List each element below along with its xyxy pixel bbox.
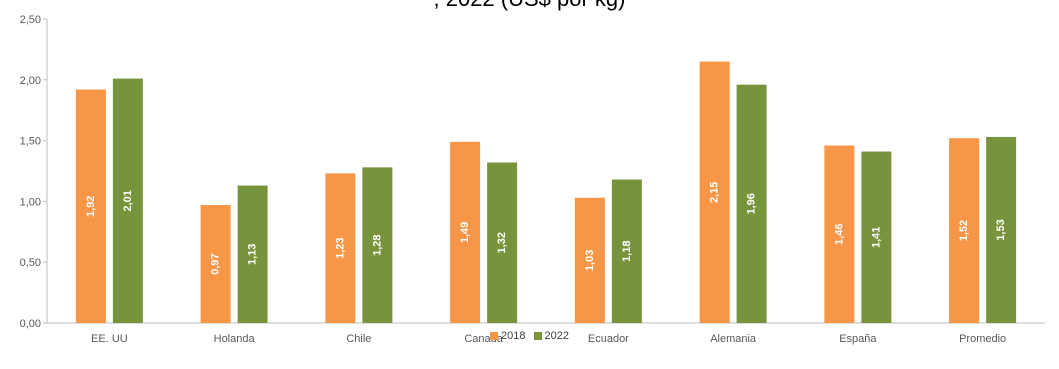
bar-data-label: 1,46	[833, 224, 845, 245]
bar-data-label: 1,13	[247, 244, 259, 265]
y-tick-label: 1,00	[20, 196, 41, 208]
x-tick-label: Ecuador	[588, 333, 629, 345]
bar-2018	[949, 138, 980, 323]
bar-2022	[487, 162, 518, 323]
bar-data-label: 1,23	[334, 238, 346, 259]
x-tick-label: EE. UU	[91, 333, 128, 345]
legend-label-2018: 2018	[501, 330, 526, 342]
y-tick-label: 2,50	[20, 14, 41, 26]
bar-2022	[237, 185, 268, 323]
bar-2022	[112, 78, 143, 323]
y-tick-label: 1,50	[20, 136, 41, 148]
chart-title: , 2022 (US$ por kg)	[0, 0, 1059, 12]
bar-2022	[986, 136, 1017, 323]
bar-2022	[861, 151, 892, 323]
legend-label-2022: 2022	[544, 330, 569, 342]
y-tick-label: 2,00	[20, 75, 41, 87]
bar-2018	[325, 173, 356, 323]
bar-2018	[450, 141, 481, 323]
bar-data-label: 1,28	[371, 234, 383, 255]
bar-data-label: 1,92	[85, 196, 97, 217]
bar-2018	[200, 205, 231, 323]
bar-2022	[736, 84, 767, 323]
bar-data-label: 1,49	[459, 222, 471, 243]
x-tick-label: España	[839, 333, 877, 345]
chart-legend: 2018 2022	[0, 330, 1059, 342]
bar-data-label: 2,15	[709, 182, 721, 203]
bar-2018	[824, 145, 855, 323]
bar-data-label: 0,97	[210, 253, 222, 274]
legend-item-2022: 2022	[533, 330, 569, 342]
legend-swatch-2018	[490, 332, 499, 340]
bar-data-label: 1,53	[995, 219, 1007, 240]
bar-2018	[75, 89, 106, 323]
y-tick-label: 0,50	[20, 257, 41, 269]
bar-2018	[699, 61, 730, 324]
x-tick-label: Holanda	[214, 333, 256, 345]
bar-2022	[362, 167, 393, 323]
bar-2022	[611, 179, 642, 323]
bar-data-label: 1,96	[746, 193, 758, 214]
x-tick-label: Chile	[346, 333, 371, 345]
y-tick-label: 0,00	[20, 318, 41, 330]
legend-item-2018: 2018	[490, 330, 526, 342]
bar-2018	[574, 197, 605, 323]
bar-data-label: 1,03	[584, 250, 596, 271]
x-tick-label: Alemania	[710, 333, 757, 345]
bar-data-label: 2,01	[122, 190, 134, 211]
bar-data-label: 1,32	[496, 232, 508, 253]
bar-data-label: 1,41	[870, 227, 882, 248]
bar-data-label: 1,18	[621, 241, 633, 262]
legend-swatch-2022	[533, 332, 542, 340]
bar-data-label: 1,52	[958, 220, 970, 241]
x-tick-label: Promedio	[959, 333, 1006, 345]
